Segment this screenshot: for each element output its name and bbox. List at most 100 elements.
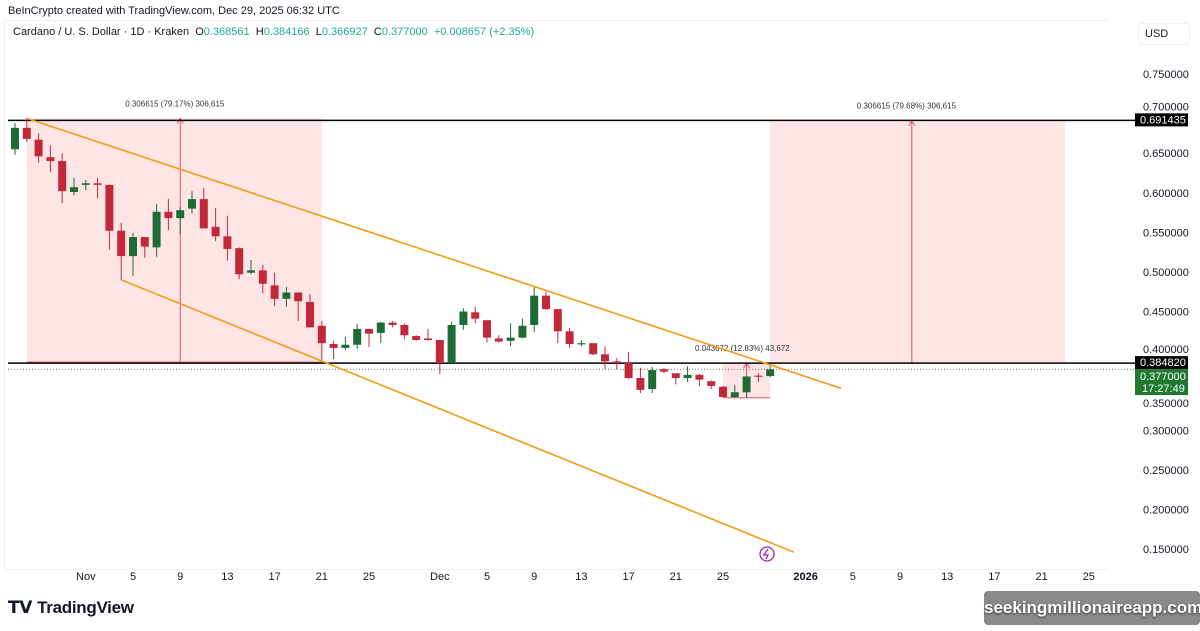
x-tick-label: 9 — [897, 571, 903, 583]
symbol-title[interactable]: Cardano / U. S. Dollar · 1D · Kraken — [13, 26, 190, 38]
price-tag — [1135, 113, 1188, 127]
arrow-head-icon — [176, 117, 184, 124]
candle-body — [494, 338, 503, 342]
candle-body — [258, 270, 267, 284]
candle-body — [117, 230, 126, 257]
candle-body — [742, 376, 751, 393]
candle-body — [730, 392, 739, 398]
watermark: seekingmillionaireapp.com — [984, 591, 1200, 625]
x-tick-label: 2026 — [793, 571, 817, 583]
lightning-alert-icon[interactable] — [759, 546, 775, 562]
y-tick-label: 0.400000 — [1143, 344, 1189, 356]
x-tick-label: Dec — [430, 571, 450, 583]
candle-body — [223, 236, 232, 249]
high-label: H — [255, 26, 264, 38]
x-tick-label: 5 — [130, 571, 136, 583]
measure-label: 0.043672 (12.83%) 43,672 — [695, 344, 790, 353]
candle-body — [506, 337, 515, 341]
x-tick-label: 9 — [177, 571, 183, 583]
x-tick-label: 5 — [850, 571, 856, 583]
last-price-tag — [1135, 369, 1188, 396]
change-value: +0.008657 (+2.35%) — [433, 26, 535, 38]
candle-body — [365, 328, 373, 334]
candle-body — [58, 161, 67, 192]
candle-body — [459, 311, 468, 325]
candle-body — [235, 248, 244, 275]
measure-zone — [770, 120, 1066, 363]
x-tick-label: 21 — [670, 571, 682, 583]
y-tick-label: 0.350000 — [1143, 398, 1189, 410]
measure-zone — [26, 118, 322, 363]
candle-body — [282, 292, 291, 299]
candle-body — [329, 343, 338, 348]
candle-body — [707, 381, 716, 386]
candle-body — [671, 373, 680, 379]
x-tick-label: Nov — [76, 571, 96, 583]
x-tick-label: 25 — [363, 571, 375, 583]
close-label: C — [373, 26, 382, 38]
y-tick-label: 0.650000 — [1143, 148, 1189, 160]
x-tick-label: 17 — [268, 571, 280, 583]
close-value: 0.377000 — [381, 26, 428, 38]
candle-body — [46, 157, 55, 162]
open-value: 0.368561 — [203, 26, 250, 38]
y-tick-label: 0.450000 — [1143, 307, 1189, 319]
candle-body — [199, 199, 208, 229]
candle-body — [719, 386, 727, 398]
candle-body — [553, 309, 562, 332]
candle-body — [70, 187, 78, 192]
y-tick-label: 0.500000 — [1143, 267, 1189, 279]
chart-credit: BeInCrypto created with TradingView.com,… — [8, 5, 340, 17]
candle-body — [542, 295, 550, 310]
measure-label: 0.306615 (79.68%) 306,615 — [857, 102, 957, 111]
candle-body — [270, 285, 279, 299]
candle-body — [648, 370, 657, 390]
candle-body — [294, 292, 303, 302]
low-label: L — [315, 26, 322, 38]
candle-body — [518, 325, 527, 338]
candle-body — [471, 312, 480, 319]
candle-body — [577, 343, 586, 345]
candle-body — [176, 210, 185, 219]
x-tick-label: 13 — [575, 571, 587, 583]
candle-body — [660, 369, 668, 372]
tradingview-logo[interactable]: 𝗧𝗩 TradingView — [8, 598, 134, 618]
x-tick-label: 5 — [484, 571, 490, 583]
symbol-legend: Cardano / U. S. Dollar · 1D · Kraken O0.… — [13, 26, 534, 38]
candle-body — [376, 322, 385, 333]
open-label: O — [195, 26, 204, 38]
price-tag — [1135, 356, 1188, 370]
candle-body — [81, 183, 90, 185]
y-tick-label: 0.300000 — [1143, 425, 1189, 437]
candle-body — [188, 199, 196, 209]
chart-frame — [4, 20, 1109, 570]
high-value: 0.384166 — [263, 26, 310, 38]
candle-body — [424, 338, 432, 341]
candle-body — [435, 340, 444, 363]
x-tick-label: 25 — [1083, 571, 1095, 583]
candle-body — [11, 127, 19, 150]
price-tag-label: 0.691435 — [1140, 114, 1186, 126]
candle-body — [683, 374, 692, 379]
candle-body — [247, 270, 255, 273]
candle-body — [483, 320, 491, 338]
countdown-label: 17:27:49 — [1142, 383, 1185, 395]
x-tick-label: 13 — [941, 571, 953, 583]
candle-body — [341, 344, 350, 348]
currency-button[interactable]: USD — [1138, 23, 1190, 45]
candle-body — [105, 184, 114, 231]
y-tick-label: 0.550000 — [1143, 227, 1189, 239]
y-tick-label: 0.200000 — [1143, 504, 1189, 516]
candle-body — [601, 354, 609, 362]
x-tick-label: 21 — [316, 571, 328, 583]
candle-body — [34, 139, 43, 157]
low-value: 0.366927 — [321, 26, 368, 38]
channel-lower-line — [120, 279, 795, 553]
channel-upper-line — [26, 117, 842, 390]
lightning-icon — [762, 548, 770, 560]
candle-body — [400, 324, 409, 336]
candle-body — [624, 362, 633, 379]
candle-body — [211, 226, 220, 237]
x-tick-label: 17 — [988, 571, 1000, 583]
